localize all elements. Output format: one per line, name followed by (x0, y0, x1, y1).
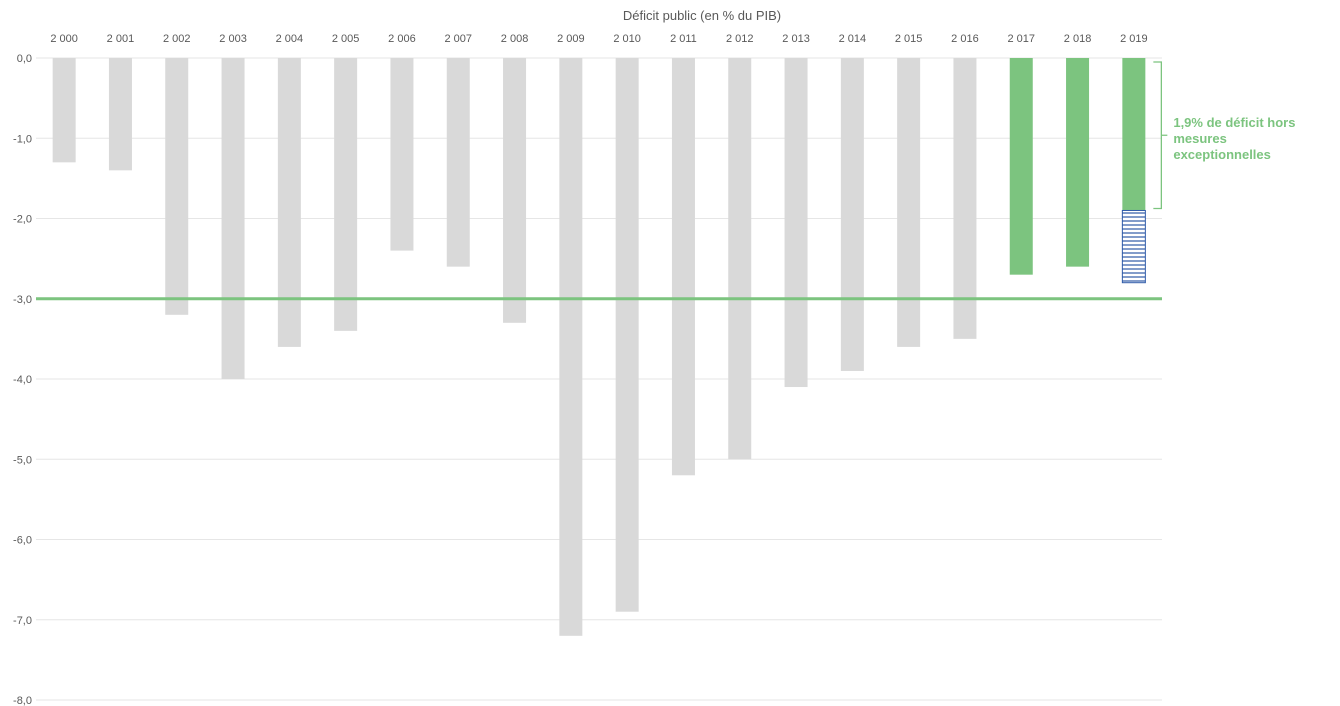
bar (559, 58, 583, 636)
bar (840, 58, 864, 371)
y-tick-label: -6,0 (13, 535, 32, 547)
bar (1009, 58, 1033, 275)
y-tick-label: -2,0 (13, 214, 32, 226)
x-tick-label: 2 002 (163, 33, 191, 45)
bar (897, 58, 921, 347)
bar (1066, 58, 1090, 267)
x-tick-label: 2 012 (726, 33, 754, 45)
x-tick-label: 2 011 (670, 33, 697, 45)
x-tick-label: 2 006 (388, 33, 416, 45)
x-tick-label: 2 004 (276, 33, 304, 45)
y-axis: 0,0 -1,0 -2,0 -3,0 -4,0 -5,0 -6,0 -7,0 -8,0 (13, 53, 32, 706)
annotation-bracket (1153, 61, 1168, 210)
bar (334, 58, 358, 331)
bar (221, 58, 245, 379)
y-tick-label: -3,0 (13, 294, 32, 306)
y-tick-label: -7,0 (13, 615, 32, 627)
overlay: 1,9% de déficit horsmesuresexceptionnell… (36, 61, 1295, 301)
y-tick-label: 0,0 (17, 53, 32, 65)
x-tick-label: 2 015 (895, 33, 923, 45)
bar (1122, 58, 1146, 211)
annotation-text: mesures (1173, 131, 1226, 146)
bar (390, 58, 414, 251)
x-axis: 2 000 2 001 2 002 2 003 2 004 2 005 2 006 2 007… (50, 33, 1147, 45)
y-tick-label: -4,0 (13, 374, 32, 386)
x-tick-label: 2 009 (557, 33, 585, 45)
gridlines (36, 57, 1162, 701)
bar (108, 58, 132, 171)
x-tick-label: 2 018 (1064, 33, 1092, 45)
chart-title: Déficit public (en % du PIB) (623, 8, 781, 23)
bar (52, 58, 76, 163)
x-tick-label: 2 005 (332, 33, 360, 45)
x-tick-label: 2 016 (951, 33, 979, 45)
x-tick-label: 2 003 (219, 33, 247, 45)
bar (953, 58, 977, 339)
annotation-text: exceptionnelles (1173, 147, 1271, 162)
x-tick-label: 2 001 (107, 33, 135, 45)
y-tick-label: -1,0 (13, 133, 32, 145)
y-tick-label: -5,0 (13, 454, 32, 466)
y-tick-label: -8,0 (13, 695, 32, 706)
x-tick-label: 2 013 (782, 33, 810, 45)
bar (446, 58, 470, 267)
x-tick-label: 2 014 (839, 33, 867, 45)
annotation-text: 1,9% de déficit hors (1173, 115, 1295, 130)
exceptional-measures-bar (1121, 209, 1146, 284)
x-tick-label: 2 007 (444, 33, 472, 45)
bar (728, 58, 752, 460)
bar (165, 58, 189, 315)
x-tick-label: 2 010 (613, 33, 641, 45)
x-tick-label: 2 008 (501, 33, 529, 45)
bar (784, 58, 808, 388)
bar (671, 58, 695, 476)
bar (277, 58, 301, 347)
bar (615, 58, 639, 612)
bar (503, 58, 527, 323)
x-tick-label: 2 017 (1007, 33, 1035, 45)
bars (52, 58, 1146, 636)
x-tick-label: 2 000 (50, 33, 78, 45)
x-tick-label: 2 019 (1120, 33, 1148, 45)
